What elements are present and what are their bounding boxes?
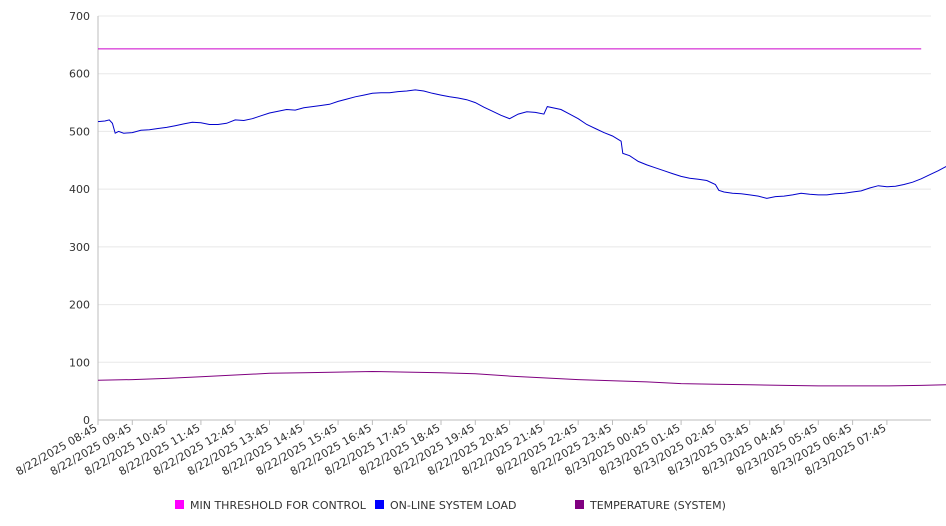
y-tick-label: 700 bbox=[69, 10, 90, 23]
legend-label: ON-LINE SYSTEM LOAD bbox=[390, 499, 516, 512]
y-tick-label: 100 bbox=[69, 356, 90, 369]
y-tick-label: 600 bbox=[69, 68, 90, 81]
legend-swatch bbox=[575, 500, 584, 509]
y-tick-label: 400 bbox=[69, 183, 90, 196]
grid-lines bbox=[97, 15, 931, 421]
legend-swatch bbox=[175, 500, 184, 509]
legend-label: MIN THRESHOLD FOR CONTROL bbox=[190, 499, 367, 512]
x-axis: 8/22/2025 08:458/22/2025 09:458/22/2025 … bbox=[14, 420, 888, 478]
y-tick-label: 200 bbox=[69, 299, 90, 312]
y-tick-label: 500 bbox=[69, 125, 90, 138]
y-axis: 0 100 200 300 400 500 600 700 bbox=[69, 10, 90, 427]
series-line bbox=[97, 89, 946, 199]
y-tick-label: 300 bbox=[69, 241, 90, 254]
series-line bbox=[97, 370, 946, 387]
series-lines bbox=[97, 48, 946, 387]
legend-swatch bbox=[375, 500, 384, 509]
y-tick-label: 0 bbox=[83, 414, 90, 427]
legend: MIN THRESHOLD FOR CONTROL ON-LINE SYSTEM … bbox=[175, 499, 726, 512]
legend-label: TEMPERATURE (SYSTEM) bbox=[589, 499, 726, 512]
